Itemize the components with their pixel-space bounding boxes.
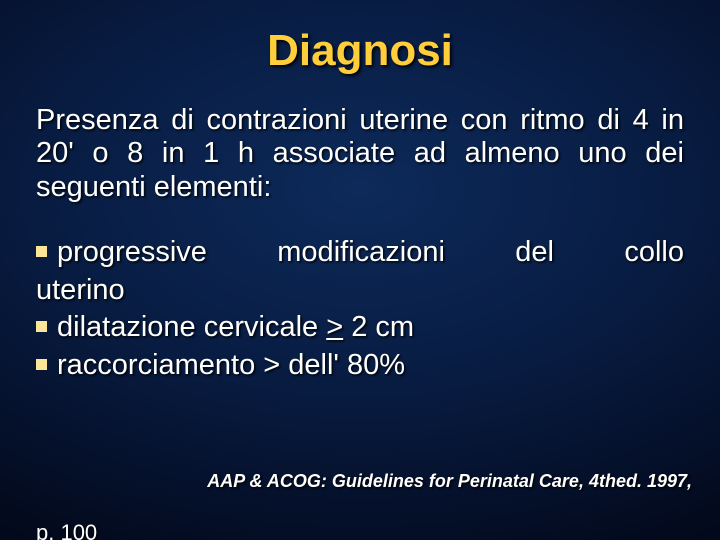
bullet-text-underline: >: [326, 311, 343, 343]
citation-text: AAP & ACOG: Guidelines for Perinatal Car…: [207, 471, 692, 492]
list-item-continuation: uterino: [36, 272, 684, 310]
slide-title: Diagnosi: [0, 0, 720, 76]
bullet-icon: [36, 359, 47, 370]
bullet-list: progressive modificazioni del collo uter…: [36, 234, 684, 385]
list-item: raccorciamento > dell' 80%: [36, 347, 684, 385]
bullet-text: raccorciamento > dell' 80%: [57, 349, 405, 381]
bullet-text: uterino: [36, 274, 125, 306]
bullet-text: dilatazione cervicale: [57, 311, 326, 343]
intro-paragraph: Presenza di contrazioni uterine con ritm…: [36, 104, 684, 204]
bullet-icon: [36, 321, 47, 332]
bullet-text: progressive modificazioni del collo: [57, 236, 684, 268]
list-item: dilatazione cervicale > 2 cm: [36, 309, 684, 347]
page-number-cut: p. 100: [36, 520, 97, 540]
bullet-icon: [36, 246, 47, 257]
bullet-text: 2 cm: [343, 311, 414, 343]
list-item: progressive modificazioni del collo: [36, 234, 684, 272]
